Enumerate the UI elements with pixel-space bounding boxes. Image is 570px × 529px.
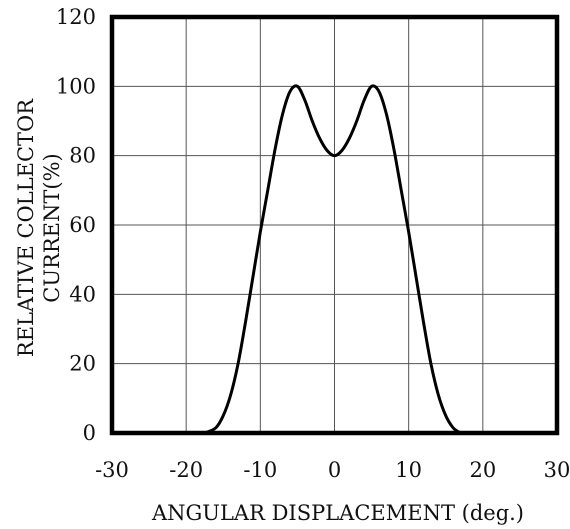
y-tick-label: 80	[69, 144, 96, 168]
y-tick-label: 60	[69, 213, 96, 237]
x-tick-label: -20	[169, 458, 203, 482]
grid	[112, 17, 557, 433]
y-tick-label: 0	[83, 421, 96, 445]
x-tick-label: 10	[395, 458, 422, 482]
series-line	[203, 84, 463, 435]
x-axis-label: ANGULAR DISPLACEMENT (deg.)	[151, 501, 524, 525]
x-tick-label: 30	[544, 458, 570, 482]
x-tick-label: -10	[243, 458, 277, 482]
y-axis-label: RELATIVE COLLECTOR CURRENT(%)	[14, 98, 64, 357]
y-axis-label-line-1: RELATIVE COLLECTOR	[14, 98, 38, 357]
y-tick-label: 40	[69, 282, 96, 306]
y-tick-label: 100	[56, 74, 96, 98]
x-axis-ticks: -30 -20 -10 0 10 20 30	[95, 458, 570, 482]
x-tick-label: 20	[469, 458, 496, 482]
x-tick-label: 0	[328, 458, 341, 482]
y-axis-label-line-2: CURRENT(%)	[40, 153, 64, 302]
y-tick-label: 120	[56, 5, 96, 29]
plot-frame	[109, 14, 560, 436]
x-tick-label: -30	[95, 458, 129, 482]
y-tick-label: 20	[69, 352, 96, 376]
y-axis-ticks: 0 20 40 60 80 100 120	[56, 5, 96, 445]
